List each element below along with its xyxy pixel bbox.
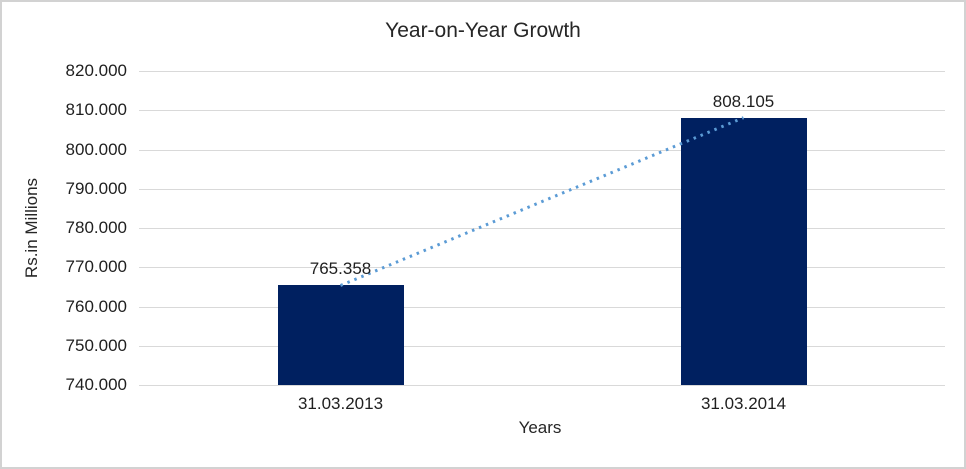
y-tick-label: 780.000 <box>65 218 127 237</box>
y-tick-label: 760.000 <box>65 296 127 316</box>
y-tick-label: 790.000 <box>65 178 127 198</box>
gridline <box>139 110 945 112</box>
bar-31.03.2013 <box>277 285 404 385</box>
gridline <box>139 188 945 190</box>
chart-title: Year-on-Year Growth <box>385 19 581 42</box>
y-tick-label: 770.000 <box>65 257 127 277</box>
gridline <box>139 345 945 347</box>
y-tick-label: 810.000 <box>65 100 127 120</box>
gridline <box>139 385 945 386</box>
x-axis-title: Years <box>518 418 562 437</box>
gridline <box>139 306 945 308</box>
y-tick-label: 740.000 <box>65 375 127 394</box>
y-tick-label: 800.000 <box>65 139 127 159</box>
gridline <box>139 71 945 72</box>
y-tick-label: 820.000 <box>65 61 127 80</box>
y-tick-label: 750.000 <box>65 335 127 355</box>
gridline <box>139 267 945 269</box>
plot-area: 765.358 808.105 <box>139 71 945 386</box>
x-tick-label: 31.03.2014 <box>700 394 787 413</box>
data-label: 765.358 <box>309 259 372 279</box>
bar-31.03.2014 <box>680 117 807 385</box>
data-label: 808.105 <box>712 91 775 111</box>
gridline <box>139 228 945 229</box>
x-tick-label: 31.03.2013 <box>297 394 384 413</box>
gridline <box>139 149 945 151</box>
